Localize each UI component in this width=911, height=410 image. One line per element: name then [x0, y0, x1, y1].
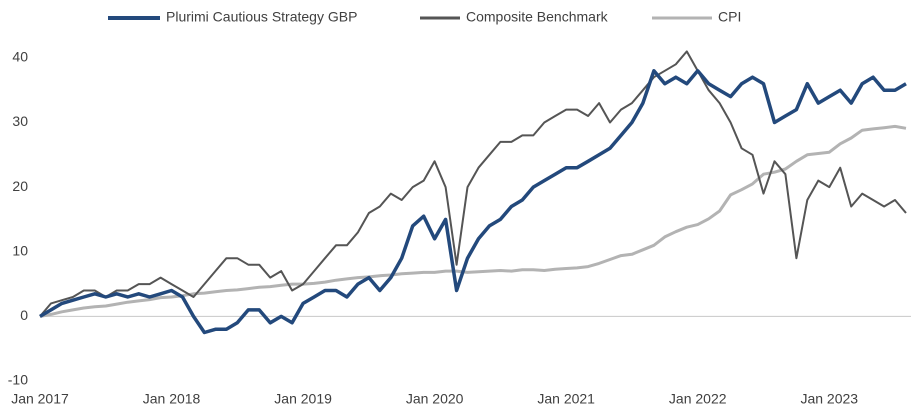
legend-label: Plurimi Cautious Strategy GBP	[166, 9, 357, 25]
y-tick-label: 40	[12, 49, 28, 65]
y-tick-label: -10	[8, 372, 28, 388]
x-tick-label: Jan 2021	[537, 391, 595, 407]
y-tick-label: 0	[20, 307, 28, 323]
series-line	[39, 124, 907, 318]
x-tick-label: Jan 2022	[669, 391, 727, 407]
x-tick-label: Jan 2017	[11, 391, 69, 407]
series-line	[39, 50, 907, 318]
x-tick-label: Jan 2023	[800, 391, 858, 407]
y-tick-label: 20	[12, 178, 28, 194]
series-line	[39, 69, 907, 335]
x-tick-label: Jan 2018	[143, 391, 201, 407]
y-tick-label: 30	[12, 113, 28, 129]
legend-label: CPI	[718, 9, 741, 25]
legend-label: Composite Benchmark	[466, 9, 609, 25]
x-tick-label: Jan 2020	[406, 391, 464, 407]
y-tick-label: 10	[12, 242, 28, 258]
x-tick-label: Jan 2019	[274, 391, 332, 407]
